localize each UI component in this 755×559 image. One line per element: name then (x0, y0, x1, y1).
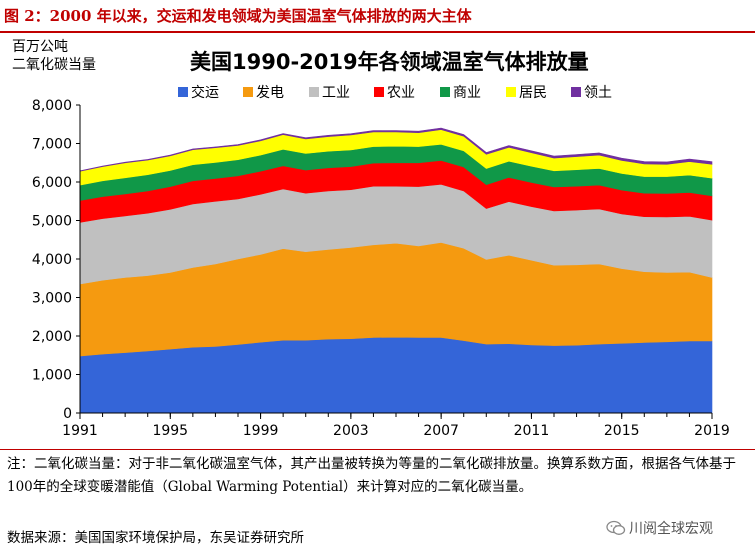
legend-swatch-5 (506, 87, 516, 97)
legend-swatch-0 (178, 87, 188, 97)
legend-swatch-6 (571, 87, 581, 97)
y-tick-label: 2,000 (32, 329, 72, 345)
y-tick-label: 8,000 (32, 98, 72, 114)
x-tick-label: 2007 (423, 423, 459, 439)
legend-label-1: 发电 (256, 85, 284, 101)
watermark-text: 川阅全球宏观 (629, 521, 713, 537)
x-tick-label: 1995 (152, 423, 188, 439)
y-tick-label: 6,000 (32, 175, 72, 191)
y-axis-label-line-1: 百万公吨 (12, 39, 68, 55)
legend-label-0: 交运 (191, 84, 219, 101)
x-tick-label: 2011 (514, 423, 550, 439)
legend-label-4: 商业 (453, 85, 481, 101)
x-tick-label: 1991 (62, 423, 98, 439)
x-tick-label: 2015 (604, 423, 640, 439)
y-tick-label: 4,000 (32, 252, 72, 268)
legend-swatch-3 (374, 87, 384, 97)
x-tick-label: 2003 (333, 423, 369, 439)
legend-label-3: 农业 (387, 85, 415, 101)
y-tick-label: 3,000 (32, 291, 72, 307)
figure-title: 图 2：2000 年以来，交运和发电领域为美国温室气体排放的两大主体 (4, 7, 472, 25)
y-tick-label: 5,000 (32, 214, 72, 230)
y-axis-label: 百万公吨 二氧化碳当量 (12, 38, 132, 74)
legend-swatch-1 (243, 87, 253, 97)
watermark: 川阅全球宏观 (606, 518, 713, 538)
wechat-icon (606, 520, 626, 535)
figure-header: 图 2：2000 年以来，交运和发电领域为美国温室气体排放的两大主体 (0, 0, 755, 33)
area-chart: 0 1,000 2,000 3,000 4,000 5,000 6,000 7,000 8,00… (32, 84, 730, 439)
legend-swatch-2 (309, 87, 319, 97)
legend-label-2: 工业 (322, 85, 350, 101)
notes-section: 注：二氧化碳当量：对于非二氧化碳温室气体，其产出量被转换为等量的二氧化碳排放量。… (0, 449, 755, 559)
chart-title: 美国1990-2019年各领域温室气体排放量 (190, 50, 589, 74)
y-tick-label: 1,000 (32, 368, 72, 384)
y-tick-label: 0 (63, 406, 72, 422)
x-tick-label: 1999 (243, 423, 279, 439)
x-tick-label: 2019 (694, 423, 730, 439)
area-series-6 (79, 127, 713, 172)
legend-label-6: 领土 (584, 85, 612, 101)
y-tick-label: 7,000 (32, 137, 72, 153)
chart-area: 0 1,000 2,000 3,000 4,000 5,000 6,000 7,000 8,00… (0, 33, 755, 448)
legend-label-5: 居民 (519, 85, 547, 101)
footnote: 注：二氧化碳当量：对于非二氧化碳温室气体，其产出量被转换为等量的二氧化碳排放量。… (7, 456, 736, 495)
y-axis-label-line-2: 二氧化碳当量 (12, 57, 96, 73)
legend-swatch-4 (440, 87, 450, 97)
data-source: 数据来源：美国国家环境保护局，东吴证券研究所 (7, 530, 304, 546)
